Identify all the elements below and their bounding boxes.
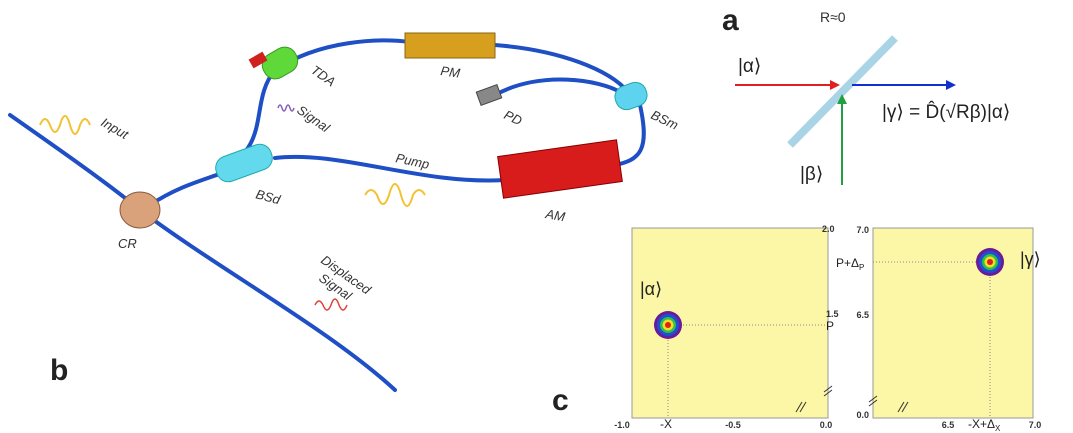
amplitude-modulator bbox=[497, 139, 623, 199]
label: AM bbox=[543, 206, 566, 224]
tick-label: -0.5 bbox=[725, 420, 741, 430]
signal-wave bbox=[277, 104, 295, 112]
marker-label: -X+ΔX bbox=[968, 417, 1001, 433]
tick-label: 0.0 bbox=[820, 420, 833, 430]
panel-c: c -1.0 -0.5 0.0 2.0 1.5 -X P |α⟩ 7.0 6.5… bbox=[552, 224, 1041, 433]
arrowhead bbox=[946, 80, 956, 90]
tick-label: 1.5 bbox=[826, 309, 839, 319]
tick-label: 0.0 bbox=[856, 410, 869, 420]
input-wave bbox=[39, 115, 91, 135]
state-label: |α⟩ bbox=[640, 279, 662, 299]
phase-modulator bbox=[404, 32, 496, 59]
label: TDA bbox=[308, 62, 338, 89]
label: |α⟩ bbox=[738, 56, 761, 77]
plot-area bbox=[631, 227, 829, 419]
panel-label: b bbox=[50, 354, 68, 387]
beam-splitter-d bbox=[215, 143, 273, 183]
tick-label: 6.5 bbox=[942, 420, 955, 430]
tick-label: 7.0 bbox=[856, 225, 869, 235]
plot-area bbox=[872, 227, 1034, 419]
arrowhead bbox=[837, 94, 847, 104]
fiber bbox=[493, 77, 622, 97]
arrowhead bbox=[830, 80, 840, 90]
axis-break bbox=[795, 385, 909, 413]
label: Signal bbox=[294, 102, 333, 136]
panel-a: a R≈0 |α⟩ |γ⟩ = D̂(√Rβ)|α⟩ |β⟩ bbox=[722, 4, 1010, 185]
marker-label: -X bbox=[660, 417, 672, 431]
label: PM bbox=[440, 63, 462, 81]
tick-label: 6.5 bbox=[856, 310, 869, 320]
distribution bbox=[976, 248, 1004, 276]
label: |γ⟩ = D̂(√Rβ)|α⟩ bbox=[882, 101, 1010, 123]
fiber bbox=[493, 43, 630, 94]
label: PD bbox=[502, 107, 525, 128]
tick-label: 2.0 bbox=[822, 224, 835, 234]
panel-label: c bbox=[552, 384, 569, 417]
pump-wave bbox=[364, 183, 426, 207]
fiber bbox=[273, 154, 507, 183]
panel-b: Input CR BSd Pump AM PD BSm PM TDA Signa… bbox=[8, 32, 681, 392]
photodiode bbox=[475, 84, 503, 106]
beam-splitter-m bbox=[614, 81, 648, 111]
circulator bbox=[119, 191, 161, 229]
state-label: |γ⟩ bbox=[1020, 249, 1041, 269]
beam-splitter bbox=[787, 35, 898, 148]
label: Pump bbox=[394, 150, 430, 172]
marker-label: P+ΔP bbox=[836, 256, 864, 272]
distribution bbox=[654, 311, 682, 339]
tick-label: -1.0 bbox=[614, 420, 630, 430]
label: BSm bbox=[649, 107, 681, 133]
tick-label: 7.0 bbox=[1029, 420, 1042, 430]
fiber bbox=[613, 103, 646, 167]
panel-label: a bbox=[722, 4, 739, 37]
label: R≈0 bbox=[820, 9, 846, 25]
displaced-wave bbox=[314, 298, 348, 311]
label: CR bbox=[118, 236, 137, 251]
fiber bbox=[8, 113, 397, 392]
amplifier bbox=[261, 46, 299, 80]
laser bbox=[248, 51, 268, 69]
label: BSd bbox=[254, 186, 282, 207]
label: |β⟩ bbox=[800, 164, 823, 185]
label: Input bbox=[99, 115, 133, 143]
marker-label: P bbox=[826, 319, 834, 333]
